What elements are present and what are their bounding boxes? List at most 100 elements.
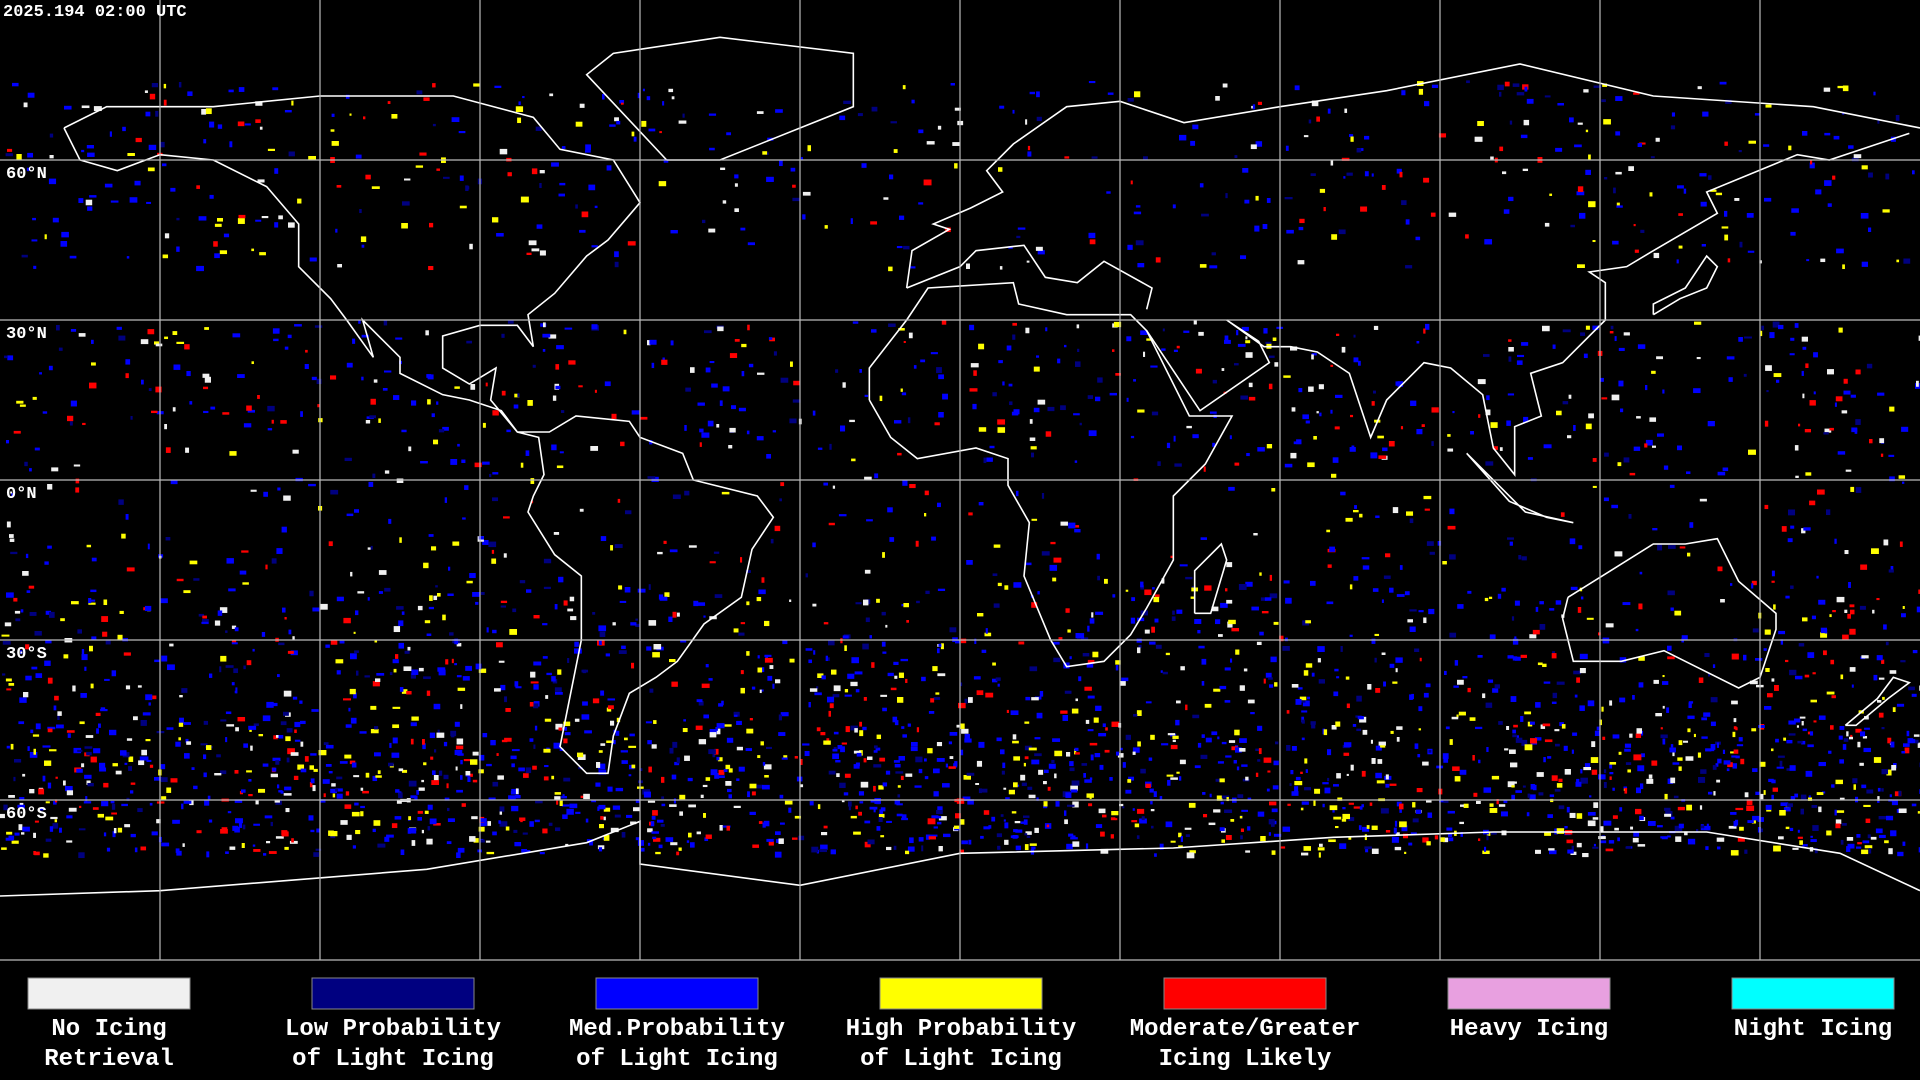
speckle [480, 839, 485, 843]
speckle [1627, 769, 1631, 773]
speckle [176, 341, 185, 345]
speckle [1707, 421, 1715, 427]
speckle [629, 733, 635, 737]
speckle [871, 329, 877, 333]
speckle [1916, 606, 1920, 613]
speckle [1172, 735, 1179, 739]
speckle [995, 677, 1001, 681]
speckle [26, 167, 30, 172]
speckle [111, 803, 116, 810]
speckle [288, 629, 292, 635]
speckle [1751, 728, 1757, 732]
speckle [1117, 753, 1124, 758]
speckle [1689, 522, 1694, 528]
speckle [859, 730, 864, 737]
speckle [375, 678, 381, 682]
speckle [272, 87, 279, 91]
speckle [958, 702, 966, 709]
speckle [431, 780, 440, 785]
speckle [604, 381, 611, 387]
speckle [457, 687, 466, 691]
speckle [1780, 802, 1789, 807]
speckle [637, 92, 640, 99]
speckle [1645, 439, 1653, 446]
speckle [77, 629, 82, 634]
speckle [959, 723, 965, 729]
speckle [25, 644, 30, 650]
speckle [408, 446, 412, 452]
speckle [748, 363, 754, 368]
speckle [1477, 379, 1486, 385]
speckle [308, 483, 316, 487]
speckle [1794, 445, 1799, 451]
speckle [275, 800, 282, 805]
speckle [864, 394, 869, 397]
speckle [407, 646, 411, 651]
speckle [684, 755, 690, 761]
speckle [1850, 486, 1855, 492]
speckle [942, 393, 948, 400]
speckle [1515, 790, 1522, 793]
speckle [419, 152, 427, 156]
speckle [106, 847, 111, 852]
speckle [881, 641, 886, 647]
speckle [1451, 716, 1459, 720]
speckle [1439, 800, 1445, 803]
speckle [1052, 577, 1057, 582]
speckle [567, 658, 570, 663]
speckle [1380, 745, 1386, 748]
speckle [871, 106, 878, 112]
speckle [1213, 809, 1221, 813]
speckle [320, 799, 326, 803]
speckle [14, 610, 21, 614]
speckle [1836, 248, 1844, 254]
speckle [3, 804, 8, 811]
speckle [1377, 759, 1383, 764]
speckle [517, 393, 520, 398]
speckle [1783, 737, 1787, 741]
speckle [1678, 740, 1683, 746]
speckle [611, 413, 617, 420]
latitude-label: 0°N [6, 485, 37, 504]
speckle [823, 740, 831, 745]
speckle [1153, 791, 1157, 797]
speckle [1385, 783, 1390, 788]
speckle [1594, 730, 1600, 737]
speckle [1423, 617, 1427, 624]
speckle [1850, 609, 1855, 615]
speckle [272, 328, 280, 334]
speckle [345, 791, 350, 796]
speckle [733, 628, 739, 633]
speckle [906, 620, 909, 623]
speckle [238, 822, 243, 828]
speckle [1134, 823, 1140, 828]
speckle [551, 162, 559, 167]
speckle [802, 191, 811, 196]
speckle [1522, 785, 1526, 788]
speckle [1081, 763, 1088, 766]
speckle [485, 382, 488, 387]
speckle [717, 775, 725, 778]
speckle [417, 605, 423, 611]
speckle [1213, 688, 1221, 692]
speckle [625, 510, 632, 515]
speckle [1459, 769, 1467, 775]
speckle [1888, 569, 1894, 573]
speckle [1109, 392, 1117, 396]
speckle [277, 487, 281, 491]
speckle [678, 120, 687, 124]
speckle [1809, 731, 1814, 736]
speckle [1506, 420, 1511, 426]
speckle [782, 640, 788, 645]
speckle [21, 254, 28, 258]
speckle [88, 599, 96, 602]
speckle [1273, 833, 1282, 837]
speckle [1879, 438, 1885, 444]
speckle [1375, 688, 1381, 693]
speckle [1072, 801, 1079, 808]
speckle [241, 789, 246, 793]
speckle [189, 800, 194, 806]
speckle [1653, 252, 1660, 259]
speckle [1728, 825, 1737, 829]
speckle [960, 638, 967, 644]
